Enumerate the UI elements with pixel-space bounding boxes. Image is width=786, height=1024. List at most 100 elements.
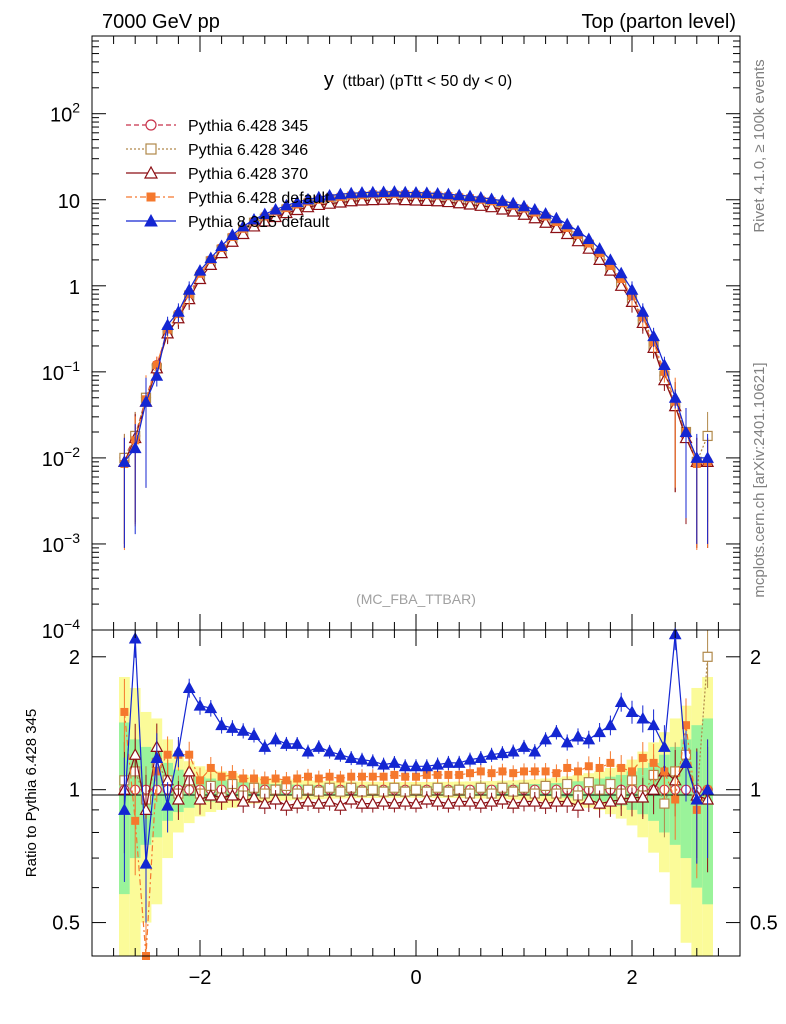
ratio-data-point (388, 756, 401, 768)
main-data-point (560, 227, 574, 240)
ratio-data-point (593, 796, 607, 809)
main-y-tick-label: 10 (58, 191, 80, 213)
main-data-point (617, 274, 626, 283)
ratio-data-point (671, 795, 680, 804)
main-series-4 (118, 185, 714, 548)
main-data-point (344, 194, 358, 207)
ratio-data-point (571, 798, 585, 811)
ratio-data-point (387, 796, 401, 809)
ratio-data-point (150, 751, 164, 763)
main-data-point (377, 185, 390, 198)
ratio-data-point (647, 718, 660, 731)
main-data-point (431, 187, 444, 199)
ratio-data-point (549, 794, 563, 807)
ratio-data-point (659, 798, 670, 809)
ratio-data-point (496, 746, 509, 759)
ratio-data-point (172, 745, 185, 757)
main-data-point (647, 329, 660, 342)
ratio-data-point (139, 857, 153, 869)
ratio-data-point (562, 778, 573, 790)
main-data-point (582, 241, 596, 254)
ratio-data-point (344, 792, 358, 805)
main-data-point (614, 279, 628, 291)
ratio-data-point (206, 763, 215, 772)
ratio-data-point (225, 788, 239, 801)
ratio-data-point (506, 745, 520, 757)
main-series-line (123, 198, 708, 463)
main-data-point (258, 207, 272, 220)
ratio-data-point (550, 725, 563, 738)
ratio-data-point (520, 767, 528, 776)
x-tick-label: 0 (410, 967, 421, 989)
ratio-data-point (271, 774, 280, 783)
main-series-group (117, 185, 715, 551)
ratio-data-point (301, 794, 315, 807)
ratio-data-point (398, 794, 412, 807)
ratio-data-point (636, 711, 650, 724)
ratio-data-point (606, 758, 615, 767)
ratio-data-point (431, 758, 444, 770)
main-data-point (463, 197, 477, 210)
ratio-data-point (517, 740, 531, 752)
ratio-data-point (474, 751, 488, 763)
ratio-data-point (336, 774, 345, 783)
ratio-data-point (250, 774, 258, 783)
plot-title: y (ttbar) (pTtt < 50 dy < 0) (324, 69, 512, 91)
main-data-point (539, 207, 552, 219)
main-data-point (474, 199, 488, 211)
ratio-data-point (412, 772, 420, 781)
legend-label: Pythia 6.428 370 (188, 166, 308, 183)
main-data-point (377, 193, 391, 205)
main-series-line (123, 193, 708, 465)
main-data-point (258, 214, 272, 227)
ratio-data-point (120, 707, 129, 716)
ratio-data-point (552, 769, 561, 778)
main-data-point (215, 246, 229, 259)
ratio-y-tick-label-right: 2 (750, 647, 761, 669)
ratio-data-point (574, 767, 582, 776)
ratio-data-point (422, 770, 431, 779)
ratio-data-point (506, 796, 520, 809)
ratio-data-point (356, 786, 368, 797)
main-data-point (420, 186, 434, 198)
ratio-series-4 (118, 627, 714, 923)
ratio-data-point (487, 769, 496, 778)
ratio-data-point (304, 772, 312, 781)
ratio-data-point (163, 750, 172, 759)
ratio-data-point (509, 769, 518, 778)
ratio-data-point (193, 699, 207, 711)
ratio-data-point (690, 792, 704, 805)
main-data-point (679, 425, 693, 437)
main-data-point (442, 187, 455, 200)
main-y-tick-label: 1 (69, 277, 80, 299)
ratio-data-point (563, 763, 572, 772)
main-axis-ticks (92, 35, 740, 631)
ratio-data-point (625, 790, 639, 803)
ratio-data-point (377, 794, 391, 807)
ratio-data-point (236, 724, 250, 736)
legend-marker (144, 213, 158, 227)
ratio-data-point (702, 651, 713, 662)
ratio-data-point (539, 732, 552, 745)
ratio-data-point (518, 782, 530, 793)
ratio-data-point (431, 794, 445, 807)
ratio-data-point (638, 753, 647, 762)
ratio-data-point (530, 767, 539, 776)
legend-marker (143, 165, 159, 179)
main-data-point (290, 203, 304, 216)
ratio-data-point (583, 777, 594, 788)
ratio-data-point (344, 751, 358, 763)
ratio-data-point (628, 767, 636, 776)
ratio-data-point (517, 794, 531, 807)
ratio-data-point (193, 792, 207, 805)
ratio-data-point (389, 782, 400, 793)
main-series-2 (117, 192, 715, 548)
main-data-point (517, 199, 531, 212)
main-data-point (323, 196, 337, 209)
ratio-data-point (463, 794, 477, 807)
ratio-data-point (582, 732, 596, 745)
ratio-data-point (485, 794, 499, 807)
ratio-data-point (368, 772, 377, 781)
ratio-data-point (312, 796, 326, 809)
main-data-point (582, 232, 596, 244)
